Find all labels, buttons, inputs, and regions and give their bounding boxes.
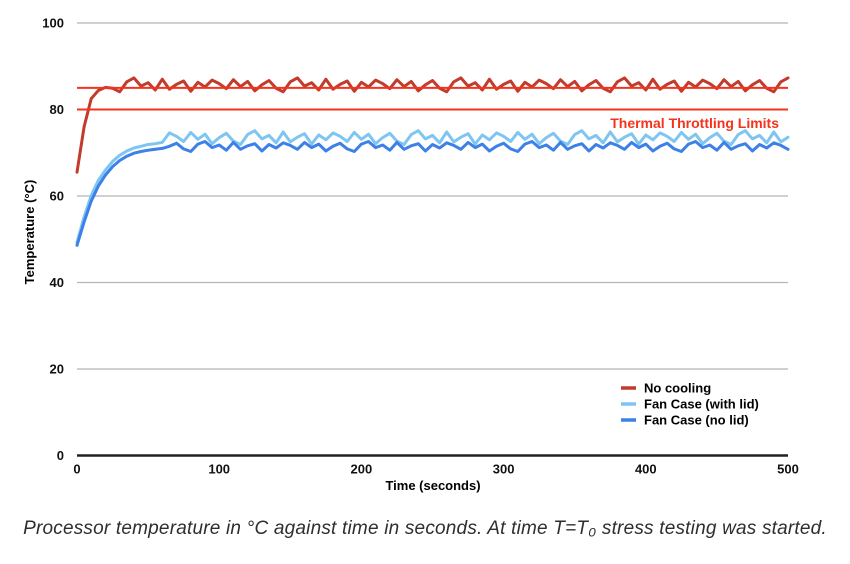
series-line-2 (75, 140, 790, 247)
x-tick-label-300: 300 (493, 462, 515, 477)
x-tick-label-100: 100 (208, 462, 230, 477)
legend-label-fan-case-no-lid: Fan Case (no lid) (644, 413, 749, 428)
y-tick-label-40: 40 (50, 275, 64, 290)
series-line-0 (75, 76, 790, 174)
gridlines (77, 22, 788, 370)
x-tick-label-500: 500 (777, 462, 799, 477)
thermal-throttling-annotation: Thermal Throttling Limits (610, 115, 779, 131)
y-tick-label-100: 100 (42, 16, 64, 31)
figure-caption: Processor temperature in °C against time… (23, 518, 827, 539)
series-line-1 (75, 129, 790, 244)
y-axis-title: Temperature (°C) (22, 180, 37, 285)
y-tick-label-80: 80 (50, 102, 64, 117)
legend-label-no-cooling: No cooling (644, 381, 711, 396)
x-tick-label-400: 400 (635, 462, 657, 477)
x-tick-label-200: 200 (351, 462, 373, 477)
legend-label-fan-case-with-lid: Fan Case (with lid) (644, 397, 759, 412)
y-tick-label-20: 20 (50, 362, 64, 377)
threshold-lines (77, 86, 788, 111)
x-axis-title: Time (seconds) (385, 478, 480, 493)
y-tick-label-60: 60 (50, 189, 64, 204)
y-tick-label-0: 0 (57, 448, 64, 463)
temperature-line-chart: 0 20 40 60 80 100 0 100 200 300 400 500 Thermal Th… (22, 16, 799, 494)
y-tick-labels: 0 20 40 60 80 100 (42, 16, 64, 464)
x-tick-labels: 0 100 200 300 400 500 (73, 462, 798, 477)
x-tick-label-0: 0 (73, 462, 80, 477)
legend: No cooling Fan Case (with lid) Fan Case … (621, 381, 759, 428)
series-lines (75, 76, 790, 247)
